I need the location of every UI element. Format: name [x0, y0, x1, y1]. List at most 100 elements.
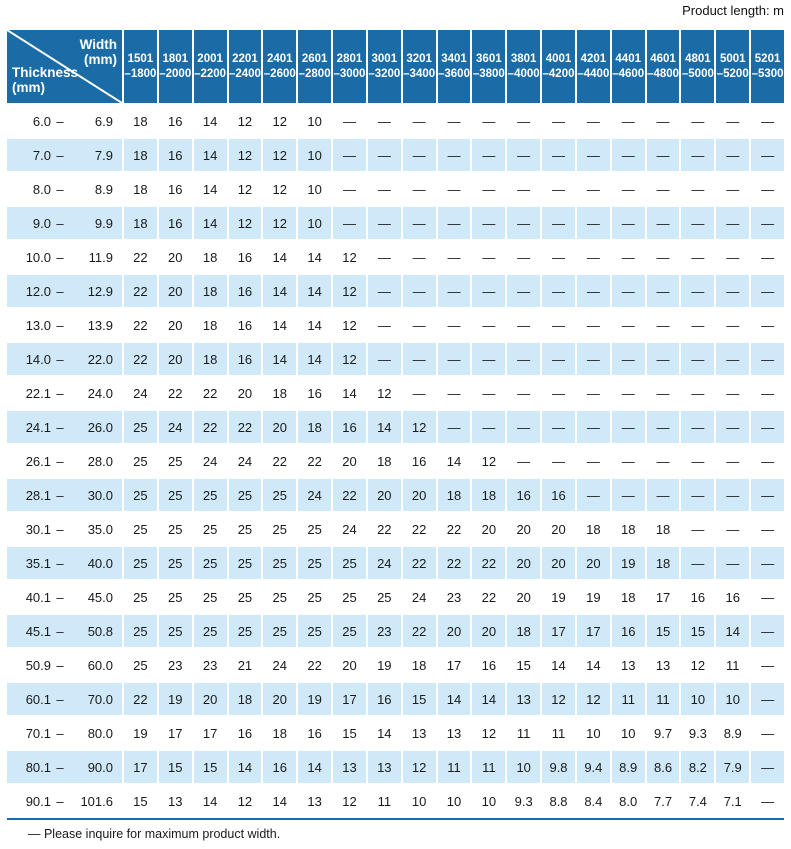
- max-length-value: 8.6: [644, 751, 680, 783]
- max-length-value: 14: [365, 717, 401, 749]
- no-product-dash: —: [574, 479, 610, 511]
- max-length-value: 25: [331, 581, 366, 613]
- max-length-value: 20: [505, 581, 540, 613]
- thickness-to: 11.9: [88, 249, 113, 265]
- no-product-dash: —: [400, 173, 436, 205]
- max-length-value: 16: [156, 173, 192, 205]
- max-length-value: 13: [609, 649, 645, 681]
- max-length-value: 18: [226, 683, 262, 715]
- max-length-value: 12: [540, 683, 575, 715]
- table-row: 13.0–13.9 22 20 18 16 14 14 12— — — — — — — — — — — —: [7, 307, 784, 341]
- thickness-from: 28.1: [25, 487, 51, 503]
- thickness-range-cell: 45.1– 50.8: [7, 615, 122, 647]
- no-product-dash: —: [540, 445, 575, 477]
- thickness-to: 8.9: [94, 181, 113, 197]
- no-product-dash: —: [749, 343, 784, 375]
- width-col-header: 4201 –4400: [574, 30, 610, 103]
- max-length-value: 20: [505, 547, 540, 579]
- no-product-dash: —: [574, 411, 610, 443]
- width-col-header: 1801 –2000: [156, 30, 192, 103]
- no-product-dash: —: [365, 173, 401, 205]
- no-product-dash: —: [609, 343, 645, 375]
- no-product-dash: —: [331, 139, 366, 171]
- width-col-from: 5201: [754, 53, 781, 65]
- no-product-dash: —: [609, 411, 645, 443]
- max-length-value: 14: [261, 275, 296, 307]
- max-length-value: 19: [609, 547, 645, 579]
- width-col-to: –3800: [472, 67, 505, 80]
- width-col-from: 1501: [127, 53, 154, 65]
- width-col-header: 4601 –4800: [644, 30, 680, 103]
- no-product-dash: —: [679, 139, 714, 171]
- max-length-value: 24: [191, 445, 227, 477]
- no-product-dash: —: [540, 173, 575, 205]
- table-row: 40.1–45.0 25 25 25 25 25 25 25 25 24 23 22 20 19 19 18 1…: [7, 579, 784, 613]
- max-length-value: 11: [540, 717, 575, 749]
- no-product-dash: —: [644, 139, 680, 171]
- max-length-value: 14: [191, 105, 227, 137]
- thickness-to: 70.0: [87, 691, 113, 707]
- max-length-value: 22: [226, 411, 262, 443]
- width-col-to: –2800: [298, 67, 331, 80]
- max-length-value: 13: [400, 717, 436, 749]
- max-length-value: 24: [156, 411, 192, 443]
- max-length-value: 7.4: [679, 785, 714, 817]
- thickness-from: 14.0: [25, 351, 51, 367]
- max-length-value: 15: [191, 751, 227, 783]
- table-row: 30.1–35.0 25 25 25 25 25 25 24 22 22 22 20 20 20 18 18 1…: [7, 511, 784, 545]
- width-col-from: 1801: [162, 53, 189, 65]
- width-col-to: –2600: [263, 67, 296, 80]
- width-col-header: 5201 –5300: [749, 30, 784, 103]
- no-product-dash: —: [679, 207, 714, 239]
- no-product-dash: —: [505, 343, 540, 375]
- max-length-value: 25: [156, 445, 192, 477]
- no-product-dash: —: [574, 241, 610, 273]
- max-length-value: 20: [156, 309, 192, 341]
- width-col-to: –3000: [333, 67, 366, 80]
- max-length-value: 17: [191, 717, 227, 749]
- no-product-dash: —: [505, 411, 540, 443]
- no-product-dash: —: [714, 479, 749, 511]
- no-product-dash: —: [714, 309, 749, 341]
- thickness-from: 26.1: [25, 453, 51, 469]
- max-length-value: 20: [261, 411, 296, 443]
- no-product-dash: —: [714, 173, 749, 205]
- thickness-from: 10.0: [25, 249, 51, 265]
- max-length-value: 14: [191, 139, 227, 171]
- range-dash: –: [56, 521, 64, 537]
- width-col-from: 2001: [197, 53, 223, 65]
- max-length-value: 18: [261, 717, 296, 749]
- no-product-dash: —: [435, 275, 471, 307]
- max-length-value: 8.9: [714, 717, 749, 749]
- max-length-value: 25: [296, 615, 331, 647]
- width-col-to: –4800: [647, 67, 680, 80]
- no-product-dash: —: [679, 275, 714, 307]
- thickness-label: Thickness: [12, 65, 79, 80]
- range-dash: –: [56, 419, 64, 435]
- max-length-value: 17: [574, 615, 610, 647]
- max-length-value: 16: [226, 275, 262, 307]
- max-length-value: 22: [400, 547, 436, 579]
- max-length-value: 25: [156, 513, 192, 545]
- thickness-to: 40.0: [87, 555, 113, 571]
- max-length-value: 20: [191, 683, 227, 715]
- no-product-dash: —: [749, 445, 784, 477]
- width-col-header: 4801 –5000: [679, 30, 714, 103]
- no-product-dash: —: [749, 513, 784, 545]
- table-row: 7.0–7.9 18 16 14 12 12 10— — — — — — — — — — — — —: [7, 137, 784, 171]
- max-length-value: 24: [122, 377, 157, 409]
- thickness-width-table: Width (mm) Thickness (mm) 1501 –1800 1801–…: [7, 30, 784, 817]
- no-product-dash: —: [470, 275, 505, 307]
- max-length-value: 20: [331, 445, 366, 477]
- no-product-dash: —: [679, 173, 714, 205]
- max-length-value: 20: [540, 547, 575, 579]
- no-product-dash: —: [540, 139, 575, 171]
- range-dash: –: [56, 113, 64, 129]
- no-product-dash: —: [644, 479, 680, 511]
- max-length-value: 24: [331, 513, 366, 545]
- max-length-value: 18: [191, 241, 227, 273]
- thickness-to: 26.0: [87, 419, 113, 435]
- max-length-value: 8.4: [574, 785, 610, 817]
- width-col-from: 3201: [406, 53, 432, 65]
- max-length-value: 19: [122, 717, 157, 749]
